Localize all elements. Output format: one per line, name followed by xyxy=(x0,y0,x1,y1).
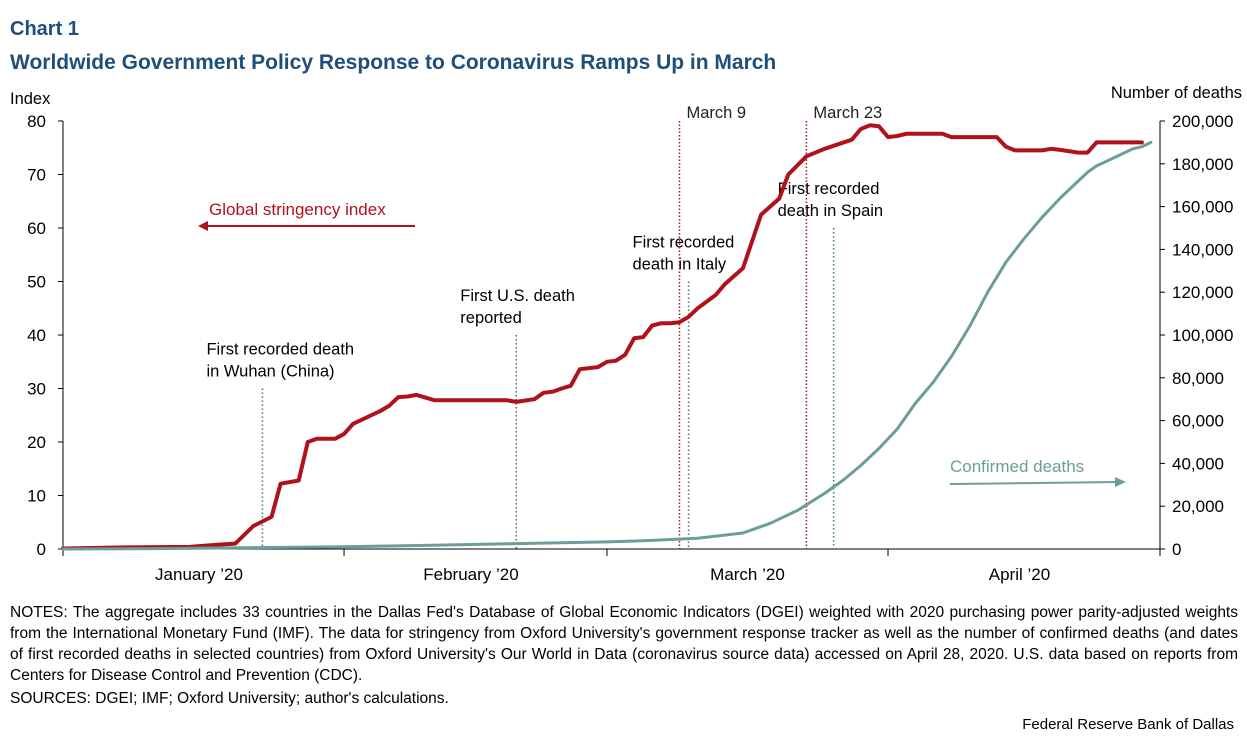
right-tick-label: 0 xyxy=(1172,540,1181,559)
policy-marker-label: March 9 xyxy=(686,104,746,122)
event-marker-label: First recorded death in Italy xyxy=(633,234,735,274)
right-tick-label: 40,000 xyxy=(1172,454,1224,473)
left-axis-label: Index xyxy=(10,90,51,108)
right-tick-label: 140,000 xyxy=(1172,240,1233,259)
left-tick-label: 10 xyxy=(27,487,46,506)
sources: SOURCES: DGEI; IMF; Oxford University; a… xyxy=(10,690,449,707)
x-tick-label: February ’20 xyxy=(423,565,518,584)
event-marker-label: First recorded death in Wuhan (China) xyxy=(206,341,354,381)
deaths-series-label: Confirmed deaths xyxy=(950,457,1084,476)
left-tick-label: 0 xyxy=(37,540,46,559)
notes: NOTES: The aggregate includes 33 countri… xyxy=(10,604,1238,684)
stringency-series-label: Global stringency index xyxy=(209,200,386,219)
event-marker-label: First recorded death in Spain xyxy=(778,180,884,220)
right-tick-label: 180,000 xyxy=(1172,155,1233,174)
chart-title: Worldwide Government Policy Response to … xyxy=(10,51,777,74)
deaths-arrow-head xyxy=(1115,477,1126,487)
chart: Index Number of deaths Global stringency… xyxy=(10,84,1242,584)
right-tick-label: 20,000 xyxy=(1172,497,1224,516)
right-tick-label: 160,000 xyxy=(1172,198,1233,217)
left-tick-label: 70 xyxy=(27,166,46,185)
right-tick-label: 80,000 xyxy=(1172,369,1224,388)
left-tick-label: 30 xyxy=(27,380,46,399)
x-tick-label: January ’20 xyxy=(155,565,243,584)
x-tick-label: April ’20 xyxy=(989,565,1050,584)
stringency-arrow-head xyxy=(198,221,208,231)
deaths-arrow-line xyxy=(949,481,1118,485)
right-axis-label: Number of deaths xyxy=(1111,84,1242,102)
left-tick-label: 50 xyxy=(27,273,46,292)
policy-marker-label: March 23 xyxy=(813,104,882,122)
credit: Federal Reserve Bank of Dallas xyxy=(1022,716,1234,733)
left-tick-label: 20 xyxy=(27,433,46,452)
left-tick-label: 80 xyxy=(27,112,46,131)
stringency-series-line xyxy=(61,123,1144,551)
right-tick-label: 100,000 xyxy=(1172,326,1233,345)
x-tick-label: March ’20 xyxy=(710,565,785,584)
right-tick-label: 200,000 xyxy=(1172,112,1233,131)
right-tick-label: 120,000 xyxy=(1172,283,1233,302)
left-tick-label: 60 xyxy=(27,219,46,238)
deaths-series-line xyxy=(61,140,1153,551)
right-tick-label: 60,000 xyxy=(1172,412,1224,431)
event-marker-label: First U.S. death reported xyxy=(460,287,575,327)
chart-label: Chart 1 xyxy=(10,18,79,40)
left-tick-label: 40 xyxy=(27,326,46,345)
